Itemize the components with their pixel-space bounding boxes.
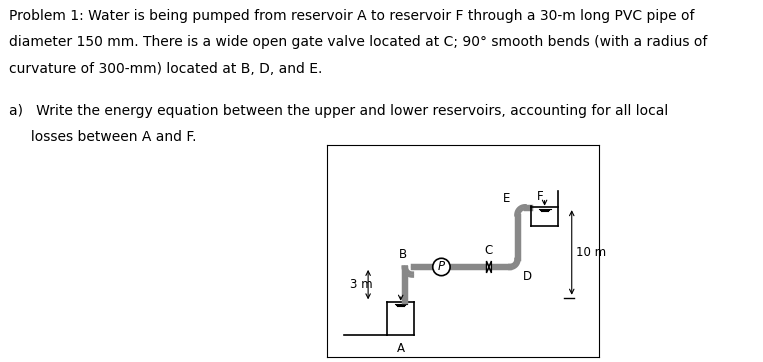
Text: 3 m: 3 m [350, 278, 372, 291]
Text: Problem 1: Water is being pumped from reservoir A to reservoir F through a 30-m : Problem 1: Water is being pumped from re… [9, 9, 694, 23]
Text: C: C [485, 244, 493, 257]
Text: P: P [438, 261, 445, 273]
Text: a)   Write the energy equation between the upper and lower reservoirs, accountin: a) Write the energy equation between the… [9, 104, 668, 118]
Text: 10 m: 10 m [576, 246, 606, 259]
Text: B: B [399, 248, 407, 261]
Polygon shape [489, 261, 491, 273]
Text: D: D [523, 270, 532, 283]
Text: diameter 150 mm. There is a wide open gate valve located at C; 90° smooth bends : diameter 150 mm. There is a wide open ga… [9, 35, 707, 50]
Text: losses between A and F.: losses between A and F. [9, 130, 197, 144]
Text: curvature of 300-mm) located at B, D, and E.: curvature of 300-mm) located at B, D, an… [9, 62, 323, 76]
Circle shape [433, 258, 450, 276]
Text: A: A [397, 342, 404, 355]
Text: E: E [504, 191, 510, 205]
Text: F: F [536, 190, 543, 203]
Polygon shape [487, 261, 489, 273]
